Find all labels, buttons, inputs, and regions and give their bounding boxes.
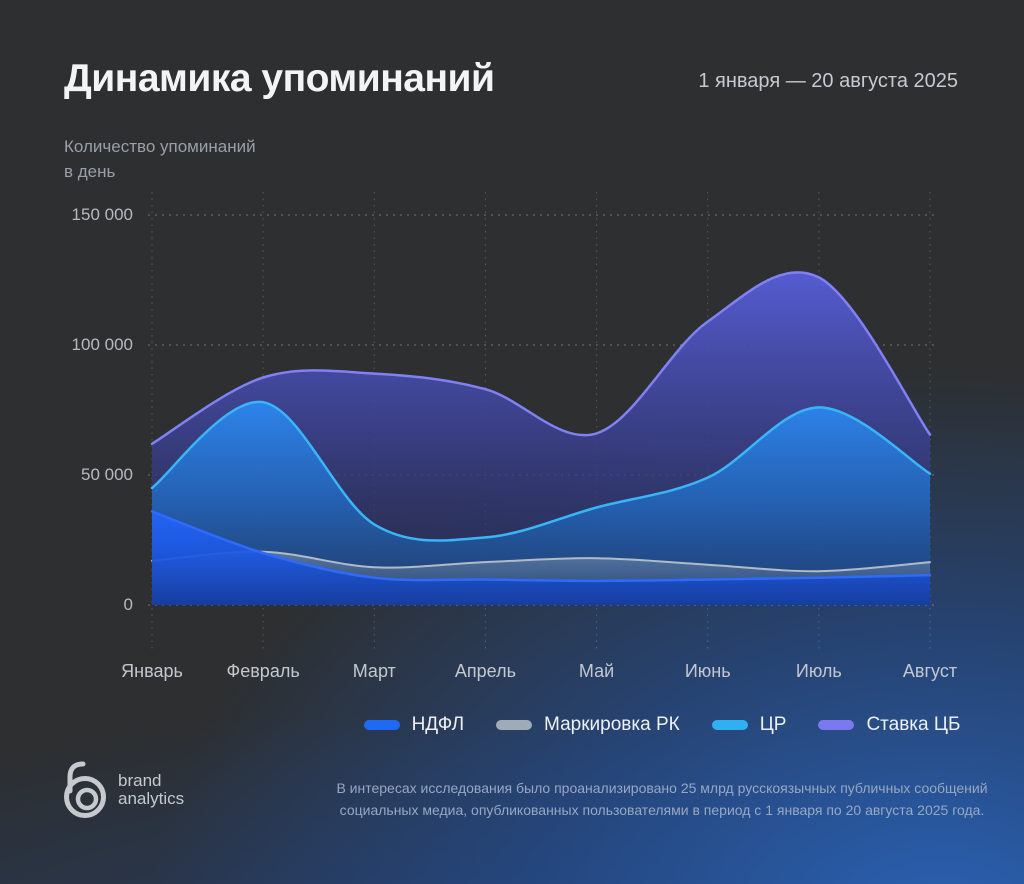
x-month-label: Март [352,661,396,681]
area-ndfl [152,511,930,605]
legend-item-tsr: ЦР [711,714,787,736]
legend-label: Ставка ЦБ [866,714,961,735]
x-month-label: Февраль [226,661,300,681]
x-month-label: Август [902,661,958,681]
y-tick-label: 100 000 [71,335,133,354]
footer-note: В интересах исследования было проанализи… [300,777,1024,821]
date-range: 1 января — 20 августа 2025 [698,70,958,92]
chart-legend: НДФЛ Маркировка РК ЦР Ставка ЦБ [300,714,1024,736]
line-tsr [150,400,932,542]
logo-text-analytics: analytics [118,789,185,808]
line-ndfl [150,510,932,583]
legend-swatch-markirovka-rk [496,720,533,730]
y-tick-label: 50 000 [81,465,133,484]
line-stavka-tsb [150,271,932,446]
y-axis-title: Количество упоминаний в день [64,134,256,184]
legend-swatch-stavka-tsb [818,720,855,730]
footer-note-line1: В интересах исследования было проанализи… [336,780,988,796]
legend-item-ndfl: НДФЛ [363,714,465,736]
legend-label: НДФЛ [411,714,465,735]
x-month-label: Июнь [684,661,731,681]
legend-item-markirovka-rk: Маркировка РК [496,714,680,736]
y-tick-label: 0 [123,595,133,614]
area-tsr [152,401,930,605]
brand-analytics-logo-text: brand analytics [118,772,184,808]
x-month-label: Январь [121,661,183,681]
legend-item-stavka-tsb: Ставка ЦБ [818,714,960,736]
legend-label: Маркировка РК [544,714,680,735]
x-month-label: Апрель [454,661,516,681]
legend-swatch-ndfl [363,720,400,730]
y-tick-label: 150 000 [71,205,133,224]
brand-analytics-b-icon [64,761,106,818]
footer-note-line2: социальных медиа, опубликованных пользов… [339,802,985,818]
logo-text-brand: brand [118,771,162,790]
x-month-label: Май [578,661,615,681]
x-month-label: Июль [795,661,842,681]
page-title: Динамика упоминаний [64,57,495,100]
line-markirovka-rk [151,550,931,573]
y-axis-title-line2: в день [64,162,116,181]
y-axis-title-line1: Количество упоминаний [64,137,256,156]
legend-swatch-tsr [711,720,748,730]
brand-analytics-logo: brand analytics [62,760,184,820]
legend-label: ЦР [759,714,787,735]
